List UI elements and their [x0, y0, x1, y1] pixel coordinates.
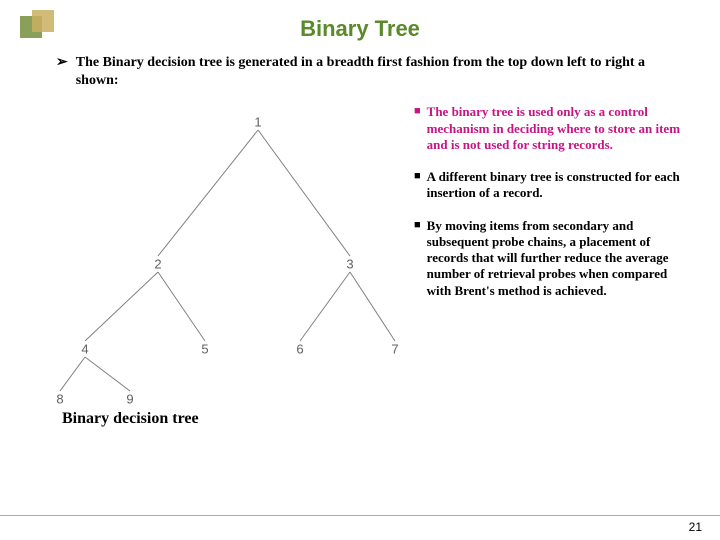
note-text: The binary tree is used only as a contro… — [427, 104, 686, 153]
side-notes: ■The binary tree is used only as a contr… — [410, 104, 700, 404]
note-text: By moving items from secondary and subse… — [427, 218, 686, 299]
tree-node-9: 9 — [126, 392, 133, 407]
page-number: 21 — [689, 520, 702, 534]
triangle-bullet-icon: ➢ — [56, 54, 68, 90]
tree-node-8: 8 — [56, 392, 63, 407]
corner-decoration-icon — [20, 10, 60, 50]
page-title: Binary Tree — [0, 0, 720, 50]
tree-node-2: 2 — [154, 257, 161, 272]
binary-tree-diagram: 1 2 3 4 5 6 7 8 9 — [50, 104, 410, 404]
footer-divider — [0, 515, 720, 516]
tree-node-3: 3 — [346, 257, 353, 272]
note-0: ■The binary tree is used only as a contr… — [414, 104, 686, 153]
tree-node-1: 1 — [254, 115, 261, 130]
note-1: ■ A different binary tree is constructed… — [414, 169, 686, 202]
main-bullet: ➢ The Binary decision tree is generated … — [0, 50, 720, 98]
square-bullet-icon: ■ — [414, 169, 421, 202]
tree-node-7: 7 — [391, 342, 398, 357]
note-text: A different binary tree is constructed f… — [427, 169, 686, 202]
tree-node-4: 4 — [81, 342, 88, 357]
main-bullet-text: The Binary decision tree is generated in… — [76, 54, 690, 90]
square-bullet-icon: ■ — [414, 218, 421, 299]
tree-node-5: 5 — [201, 342, 208, 357]
diagram-caption: Binary decision tree — [0, 410, 720, 428]
tree-node-6: 6 — [296, 342, 303, 357]
square-bullet-icon: ■ — [414, 104, 421, 153]
note-2: ■By moving items from secondary and subs… — [414, 218, 686, 299]
